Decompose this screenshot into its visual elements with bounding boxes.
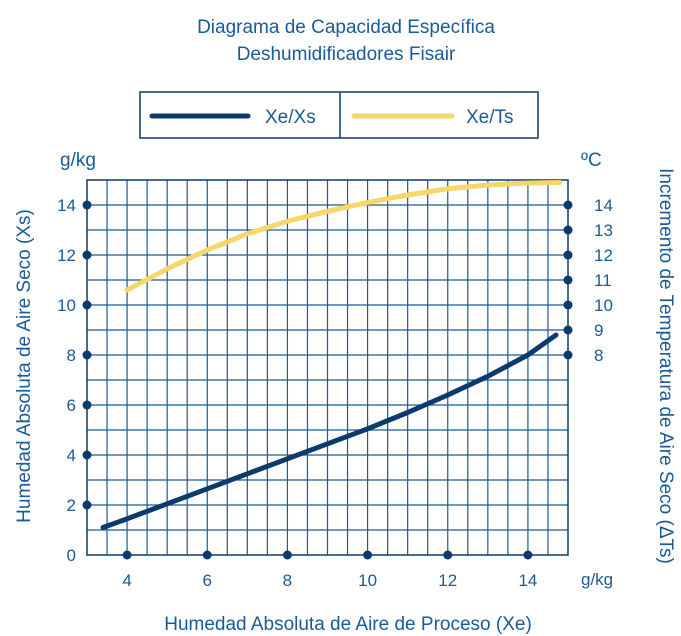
y2-tick-dot bbox=[563, 350, 573, 360]
x-tick-dot bbox=[202, 550, 212, 560]
chart-subtitle: Deshumidificadores Fisair bbox=[237, 44, 456, 65]
series-lines bbox=[100, 180, 563, 530]
y2-tick-dot bbox=[563, 225, 573, 235]
y-tick-label: 14 bbox=[57, 196, 76, 215]
y2-tick-label: 8 bbox=[594, 346, 603, 365]
y2-tick-label: 14 bbox=[594, 196, 613, 215]
legend-label-xe-ts: Xe/Ts bbox=[466, 107, 514, 128]
y-tick-dot bbox=[82, 300, 92, 310]
y2-tick-dot bbox=[563, 325, 573, 335]
tick-labels: 4 6 8 10 12 14 0 2 4 6 8 10 12 14 8 9 10 11 12 13 14 bbox=[57, 196, 613, 590]
y-tick-dot bbox=[82, 500, 92, 510]
y2-tick-label: 9 bbox=[594, 321, 603, 340]
y-unit-label: g/kg bbox=[60, 150, 96, 171]
legend: Xe/Xs Xe/Ts bbox=[139, 91, 539, 139]
x-unit-label: g/kg bbox=[581, 570, 613, 589]
y2-tick-label: 13 bbox=[594, 221, 613, 240]
plot-frame bbox=[86, 179, 569, 556]
y-axis-label: Humedad Absoluta de Aire Seco (Xs) bbox=[14, 209, 35, 523]
x-tick-label: 14 bbox=[518, 571, 537, 590]
y-tick-dot bbox=[82, 450, 92, 460]
x-tick-dot bbox=[363, 550, 373, 560]
x-tick-dot bbox=[443, 550, 453, 560]
series-line-xe-ts bbox=[124, 180, 563, 293]
x-tick-dot bbox=[282, 550, 292, 560]
y-tick-label: 12 bbox=[57, 246, 76, 265]
x-axis-label: Humedad Absoluta de Aire de Proceso (Xe) bbox=[164, 614, 532, 635]
x-tick-dot bbox=[122, 550, 132, 560]
x-tick-label: 10 bbox=[358, 571, 377, 590]
y-tick-label: 4 bbox=[67, 446, 76, 465]
y-tick-dot bbox=[82, 400, 92, 410]
x-tick-label: 6 bbox=[203, 571, 212, 590]
y2-tick-dot bbox=[563, 275, 573, 285]
y2-tick-label: 12 bbox=[594, 246, 613, 265]
y-tick-label: 8 bbox=[67, 346, 76, 365]
series-line-xe-xs bbox=[100, 332, 559, 530]
x-tick-dot bbox=[523, 550, 533, 560]
legend-label-xe-xs: Xe/Xs bbox=[265, 107, 316, 128]
x-tick-label: 8 bbox=[283, 571, 292, 590]
grid bbox=[87, 180, 568, 555]
y2-unit-label: ºC bbox=[581, 150, 602, 171]
y-tick-label: 0 bbox=[67, 546, 76, 565]
tick-marks bbox=[82, 200, 573, 560]
y2-axis-label: Incremento de Temperatura de Aire Seco (… bbox=[655, 168, 676, 564]
y2-tick-label: 10 bbox=[594, 296, 613, 315]
y-tick-label: 6 bbox=[67, 396, 76, 415]
y-tick-dot bbox=[82, 250, 92, 260]
y2-tick-label: 11 bbox=[594, 271, 612, 290]
y2-tick-dot bbox=[563, 200, 573, 210]
x-tick-label: 4 bbox=[122, 571, 131, 590]
x-tick-label: 12 bbox=[438, 571, 457, 590]
y-tick-dot bbox=[82, 350, 92, 360]
y2-tick-dot bbox=[563, 250, 573, 260]
y2-tick-dot bbox=[563, 300, 573, 310]
chart-title: Diagrama de Capacidad Específica bbox=[197, 17, 495, 38]
y-tick-label: 2 bbox=[67, 496, 76, 515]
y-tick-label: 10 bbox=[57, 296, 76, 315]
y-tick-dot bbox=[82, 200, 92, 210]
